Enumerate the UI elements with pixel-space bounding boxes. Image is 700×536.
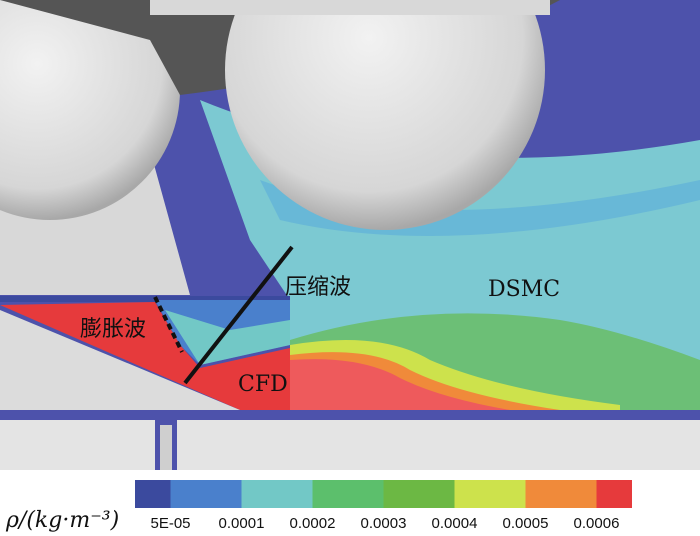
colorbar-segment	[241, 480, 313, 508]
colorbar-segment	[596, 480, 632, 508]
colorbar-tick-label: 0.0002	[290, 515, 336, 532]
colorbar-segment	[312, 480, 384, 508]
colorbar-tick-label: 0.0006	[574, 515, 620, 532]
colorbar-tick-label: 0.0003	[361, 515, 407, 532]
colorbar-segment	[454, 480, 526, 508]
colorbar-segment	[170, 480, 242, 508]
colorbar-segment	[525, 480, 597, 508]
compression-label: 压缩波	[285, 275, 351, 300]
flow-field	[0, 0, 700, 470]
wave-lines	[153, 245, 294, 385]
colorbar-segment	[135, 480, 171, 508]
colorbar-tick-label: 0.0005	[503, 515, 549, 532]
colorbar-segment	[383, 480, 455, 508]
dsmc-label: DSMC	[488, 277, 560, 302]
expansion-label: 膨胀波	[80, 317, 146, 342]
colorbar-tick-label: 0.0004	[432, 515, 478, 532]
colorbar-tick-label: 5E-05	[150, 515, 190, 532]
cfd-label: CFD	[238, 372, 288, 397]
colorbar-tick-label: 0.0001	[219, 515, 265, 532]
colorbar-label: ρ/(kg·m⁻³)	[5, 508, 119, 533]
colorbar: 5E-05 0.0001 0.0002 0.0003 0.0004 0.0005 0.000…	[135, 480, 632, 532]
